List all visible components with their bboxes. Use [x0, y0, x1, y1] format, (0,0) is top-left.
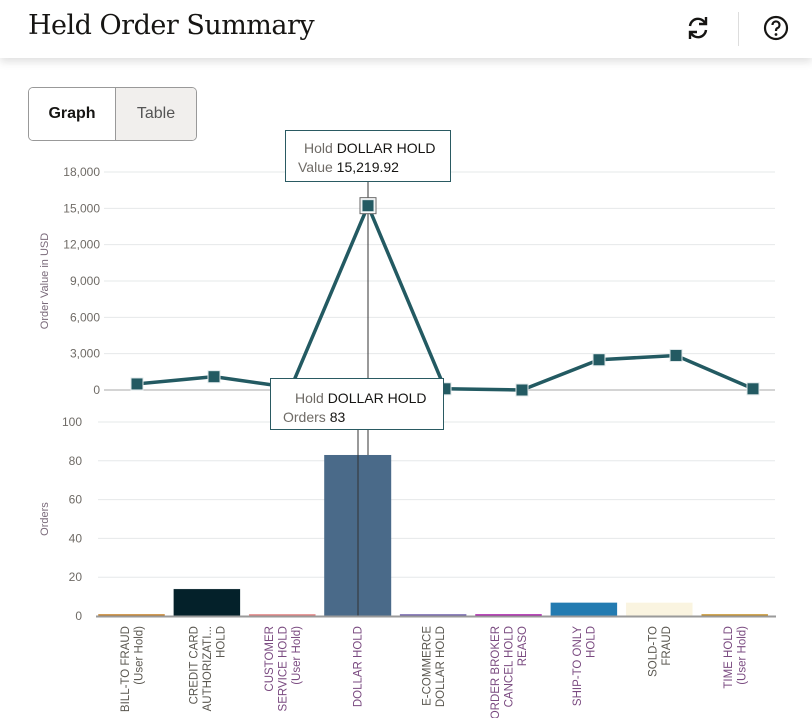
- data-point: [207, 370, 221, 384]
- orders-tooltip: Hold DOLLAR HOLD Orders 83: [270, 378, 444, 430]
- y-axis-label: Orders: [39, 502, 51, 536]
- bar: [173, 588, 241, 617]
- header: Held Order Summary: [0, 0, 812, 58]
- header-divider: [738, 12, 739, 46]
- data-point: [361, 199, 375, 213]
- table-tab[interactable]: Table: [116, 88, 196, 140]
- y-tick-label: 18,000: [63, 165, 100, 179]
- x-tick-label: FRAUD: [661, 626, 673, 666]
- help-icon[interactable]: [761, 13, 791, 43]
- x-tick-label: HOLD: [586, 626, 598, 658]
- y-tick-label: 20: [69, 570, 83, 584]
- y-tick-label: 0: [75, 609, 82, 623]
- x-tick-label: SERVICE HOLD: [277, 626, 289, 711]
- tooltip-orders-label: Orders: [283, 409, 326, 425]
- data-point: [130, 377, 144, 391]
- graph-tab[interactable]: Graph: [29, 88, 116, 140]
- y-tick-label: 6,000: [70, 310, 100, 324]
- value-tooltip: Hold DOLLAR HOLD Value 15,219.92: [285, 130, 451, 182]
- y-tick-label: 15,000: [63, 201, 100, 215]
- x-tick-label: ORDER BROKER: [490, 626, 502, 718]
- x-tick-label: E-COMMERCE: [421, 626, 433, 706]
- y-tick-label: 60: [69, 493, 83, 507]
- x-tick-label: DOLLAR HOLD: [353, 626, 365, 707]
- y-tick-label: 0: [93, 383, 100, 397]
- refresh-icon[interactable]: [683, 13, 713, 43]
- x-tick-label: HOLD: [215, 626, 227, 658]
- x-tick-label: (User Hold): [736, 626, 748, 685]
- bar: [550, 602, 618, 617]
- value-series-line: [136, 201, 754, 392]
- data-point: [669, 348, 683, 362]
- y-axis-label: Order Value in USD: [39, 233, 51, 329]
- view-toggle: Graph Table: [28, 87, 197, 141]
- x-tick-label: REASO: [517, 626, 529, 666]
- y-tick-label: 100: [62, 415, 82, 429]
- bar: [625, 602, 694, 617]
- x-tick-label: SOLD-TO: [648, 626, 660, 677]
- x-tick-label: CREDIT CARD: [188, 626, 200, 704]
- data-point: [592, 353, 606, 367]
- page-title: Held Order Summary: [28, 10, 315, 41]
- x-tick-label: CUSTOMER: [264, 626, 276, 692]
- x-tick-label: CANCEL HOLD: [504, 626, 516, 707]
- y-tick-label: 12,000: [63, 238, 100, 252]
- y-tick-label: 80: [69, 454, 83, 468]
- x-tick-label: (User Hold): [133, 626, 145, 685]
- tooltip-hold-value: DOLLAR HOLD: [327, 390, 427, 406]
- data-point: [515, 383, 529, 397]
- x-tick-label: SHIP-TO ONLY: [572, 626, 584, 706]
- x-tick-label: (User Hold): [291, 626, 303, 685]
- x-tick-label: AUTHORIZATI...: [202, 626, 214, 711]
- x-tick-label: DOLLAR HOLD: [435, 626, 447, 707]
- y-tick-label: 40: [69, 531, 83, 545]
- tooltip-value-label: Value: [298, 159, 333, 175]
- data-point: [746, 382, 760, 396]
- tooltip-value-value: 15,219.92: [336, 159, 399, 175]
- x-tick-label: BILL-TO FRAUD: [120, 626, 132, 712]
- y-tick-label: 9,000: [70, 274, 100, 288]
- tooltip-hold-label: Hold: [304, 140, 333, 156]
- tooltip-hold-value: DOLLAR HOLD: [336, 140, 436, 156]
- x-tick-label: TIME HOLD: [723, 626, 735, 689]
- tooltip-orders-value: 83: [329, 409, 346, 425]
- y-tick-label: 3,000: [70, 347, 100, 361]
- tooltip-hold-label: Hold: [295, 390, 324, 406]
